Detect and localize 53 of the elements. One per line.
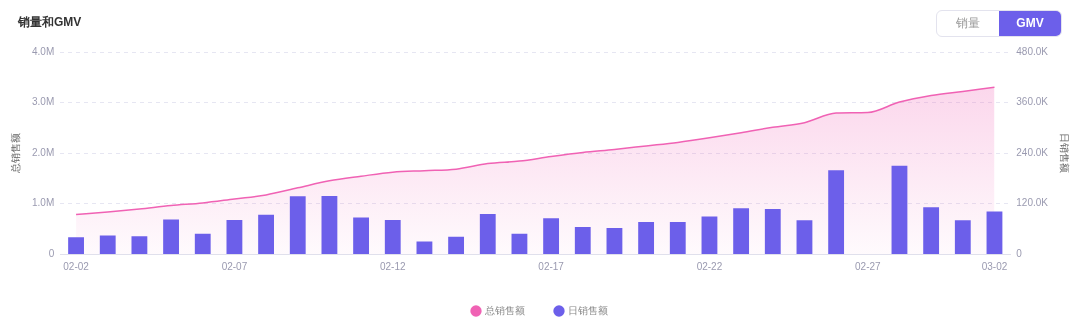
- y2-tick-label: 480.0K: [1016, 45, 1049, 57]
- bar: [321, 195, 338, 254]
- bar: [891, 165, 908, 254]
- bar: [574, 227, 591, 254]
- bar: [416, 241, 433, 254]
- bar: [543, 218, 560, 254]
- x-tick-label: 02-07: [221, 260, 248, 272]
- y2-tick-label: 240.0K: [1016, 146, 1049, 158]
- text: GMV: [999, 11, 1061, 36]
- y-tick-label: 0: [48, 247, 55, 259]
- bar: [669, 222, 686, 254]
- x-tick-label: 02-17: [538, 260, 565, 272]
- bar: [764, 208, 781, 254]
- y-axis-title: 总销售额: [9, 133, 21, 174]
- bar: [194, 233, 211, 254]
- bar: [796, 220, 813, 254]
- legend-label: 日销售额: [568, 304, 608, 316]
- text: 销量: [955, 15, 981, 32]
- legend-label: 总销售额: [484, 304, 525, 316]
- x-tick-label: 02-12: [379, 260, 406, 272]
- bar: [954, 220, 971, 254]
- y2-tick-label: 360.0K: [1016, 96, 1049, 108]
- x-tick-label: 02-22: [696, 260, 723, 272]
- bar: [163, 219, 179, 254]
- bar: [258, 214, 274, 254]
- x-tick-label: 02-02: [63, 260, 90, 272]
- y-tick-label: 4.0M: [32, 45, 55, 57]
- bar: [448, 236, 465, 254]
- bar: [701, 216, 718, 254]
- y-tick-label: 3.0M: [32, 96, 55, 108]
- bar: [68, 237, 84, 254]
- bar: [638, 222, 655, 254]
- bar: [99, 235, 116, 254]
- y2-axis-title: 日销售额: [1059, 133, 1071, 173]
- y2-tick-label: 0: [1016, 247, 1023, 259]
- bar: [828, 170, 845, 254]
- bar: [733, 208, 750, 254]
- y-tick-label: 1.0M: [32, 197, 55, 209]
- bar: [606, 227, 623, 254]
- bar: [986, 211, 1003, 254]
- bar: [226, 219, 243, 254]
- bar: [511, 233, 528, 254]
- bar: [479, 214, 496, 254]
- x-tick-label: 03-02: [981, 260, 1008, 272]
- x-tick-label: 02-27: [855, 260, 882, 272]
- y-tick-label: 2.0M: [32, 146, 55, 158]
- bar: [289, 196, 306, 254]
- bar: [923, 207, 940, 254]
- bar: [384, 219, 401, 254]
- bar: [353, 217, 370, 254]
- y2-tick-label: 120.0K: [1016, 197, 1049, 209]
- bar: [131, 236, 148, 254]
- chart-title: 销量和GMV: [18, 14, 82, 31]
